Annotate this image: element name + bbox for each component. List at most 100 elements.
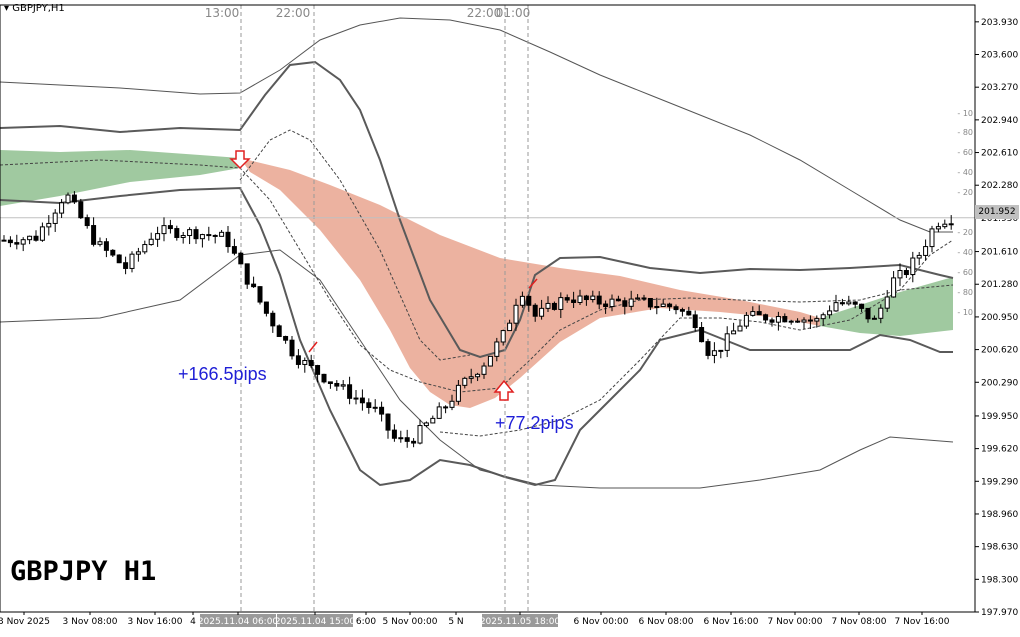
top-time-label: 13:00 — [205, 6, 240, 20]
envelope-upper — [239, 129, 471, 361]
candle-body — [500, 330, 506, 343]
candle-body — [46, 222, 52, 228]
sub-scale-label: - 10 — [957, 308, 973, 317]
candle-body — [315, 365, 321, 375]
candle-body — [263, 301, 269, 314]
candle-body — [846, 301, 852, 305]
candle-body — [91, 225, 97, 245]
candle-body — [321, 373, 327, 383]
candle-body — [884, 296, 890, 309]
candle-body — [532, 304, 538, 317]
candle-body — [539, 307, 545, 317]
candle-body — [827, 310, 833, 316]
y-tick-label: 198.960 — [981, 510, 1018, 520]
candle-body — [807, 319, 813, 322]
candle-body — [801, 319, 807, 323]
candle-body — [763, 314, 769, 321]
candle-body — [673, 306, 679, 311]
y-tick-label: 202.280 — [981, 181, 1018, 191]
candle-body — [443, 406, 449, 409]
candle-body — [391, 429, 397, 439]
candle-body — [654, 306, 660, 309]
candle-body — [289, 339, 295, 357]
candle-body — [65, 194, 71, 204]
pips-label-2: +77.2pips — [495, 413, 574, 433]
candle-body — [519, 295, 525, 306]
candle-body — [116, 254, 122, 264]
candle-body — [475, 373, 481, 378]
candle-body — [526, 295, 532, 306]
candle-body — [507, 322, 513, 332]
symbol-label: GBPJPY H1 — [10, 556, 157, 587]
candle-body — [628, 298, 634, 307]
x-tick-highlight — [482, 614, 558, 627]
exit-tick-icon — [308, 341, 318, 353]
top-time-label: 22:00 — [467, 6, 502, 20]
candle-body — [155, 233, 161, 240]
candle-body — [743, 314, 749, 327]
candle-body — [257, 286, 263, 303]
pips-label-1: +166.5pips — [178, 364, 267, 384]
candle-body — [385, 413, 391, 431]
candle-body — [935, 226, 941, 230]
candle-body — [788, 320, 794, 323]
candle-body — [238, 252, 244, 265]
candle-body — [39, 226, 45, 241]
y-tick-label: 202.610 — [981, 149, 1018, 159]
y-tick-label: 198.630 — [981, 543, 1018, 553]
candle-body — [711, 350, 717, 356]
y-tick-label: 203.600 — [981, 51, 1018, 61]
candle-body — [340, 384, 346, 387]
middle-band — [0, 159, 954, 393]
candle-body — [103, 241, 109, 251]
candle-body — [71, 194, 77, 203]
candle-body — [929, 228, 935, 248]
candle-body — [769, 319, 775, 323]
sub-scale-label: - 60 — [957, 268, 973, 277]
candle-body — [686, 310, 692, 316]
candle-body — [84, 217, 90, 227]
candle-body — [7, 239, 13, 244]
candle-body — [347, 384, 353, 399]
x-tick-label: 6 Nov 16:00 — [704, 617, 759, 627]
y-tick-label: 201.610 — [981, 248, 1018, 258]
x-tick-label: 5 N — [448, 617, 463, 627]
candle-body — [814, 318, 820, 322]
candle-body — [635, 297, 641, 300]
candle-body — [180, 235, 186, 238]
candle-body — [206, 234, 212, 237]
candle-body — [430, 417, 436, 424]
candle-body — [679, 309, 685, 312]
candle-body — [564, 297, 570, 301]
candle-body — [449, 400, 455, 408]
sub-scale-label: - 20 — [957, 188, 973, 197]
candle-body — [660, 303, 666, 308]
candle-body — [609, 298, 615, 308]
candle-body — [865, 307, 871, 320]
candle-body — [225, 231, 231, 248]
sub-scale-label: - 10 — [957, 109, 973, 118]
candle-body — [910, 257, 916, 276]
candle-body — [468, 376, 474, 379]
candle-body — [750, 311, 756, 316]
x-tick-label: 5 Nov 00:00 — [383, 617, 438, 627]
candle-body — [839, 302, 845, 305]
candle-body — [20, 239, 26, 245]
candles — [1, 191, 954, 448]
candle-body — [244, 263, 250, 285]
candle-body — [353, 397, 359, 400]
candle-body — [59, 202, 65, 214]
x-tick-label: 7 Nov 16:00 — [895, 617, 950, 627]
candle-body — [852, 301, 858, 305]
plot-frame — [0, 4, 976, 613]
candle-body — [142, 244, 148, 253]
y-tick-label: 202.940 — [981, 116, 1018, 126]
candle-body — [327, 381, 333, 384]
x-tick-label: 2025.11.04 15:00 — [275, 617, 356, 627]
candle-body — [219, 231, 225, 237]
x-tick-highlight — [200, 614, 276, 627]
x-tick-label: 3 Nov 08:00 — [63, 617, 118, 627]
candle-body — [923, 246, 929, 256]
